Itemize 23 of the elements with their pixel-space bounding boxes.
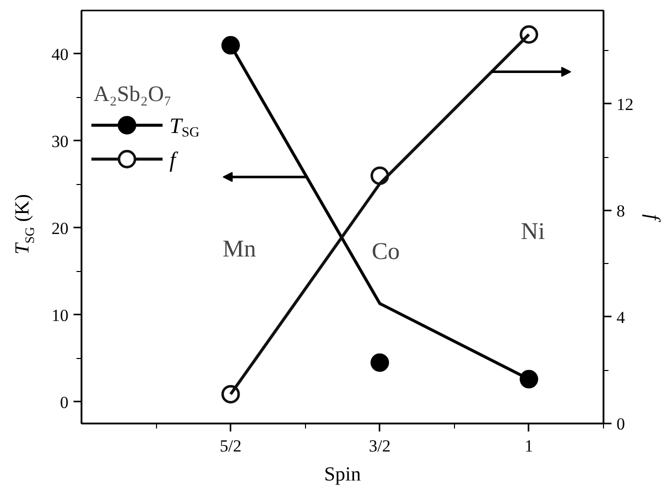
y-tick-label: 40 (52, 44, 68, 64)
y2-tick-label: 0 (616, 414, 625, 434)
y2-axis-title: f (642, 214, 664, 222)
y-tick-label: 20 (52, 218, 68, 238)
x-axis-title: Spin (324, 464, 361, 486)
y-axis-title: TSG (K) (12, 194, 37, 254)
y-tick-label: 30 (52, 132, 68, 151)
annotation: Co (372, 239, 400, 266)
y2-tick-label: 12 (616, 94, 634, 114)
y2-tick-label: 8 (616, 201, 625, 220)
x-tick-label: 5/2 (220, 436, 242, 456)
point (221, 36, 240, 55)
legend-title: A₂Sb₂O₇ (94, 81, 172, 106)
x-tick-label: 1 (524, 436, 534, 456)
legend-label: f (170, 147, 178, 172)
annotation: Mn (222, 236, 256, 263)
point (370, 353, 390, 372)
point (520, 370, 538, 388)
annotation: Ni (520, 219, 546, 246)
y2-tick-label: 4 (616, 308, 626, 327)
y-tick-label: 10 (52, 306, 68, 325)
y-tick-label: 0 (60, 392, 68, 412)
x-tick-label: 3/2 (368, 436, 391, 456)
